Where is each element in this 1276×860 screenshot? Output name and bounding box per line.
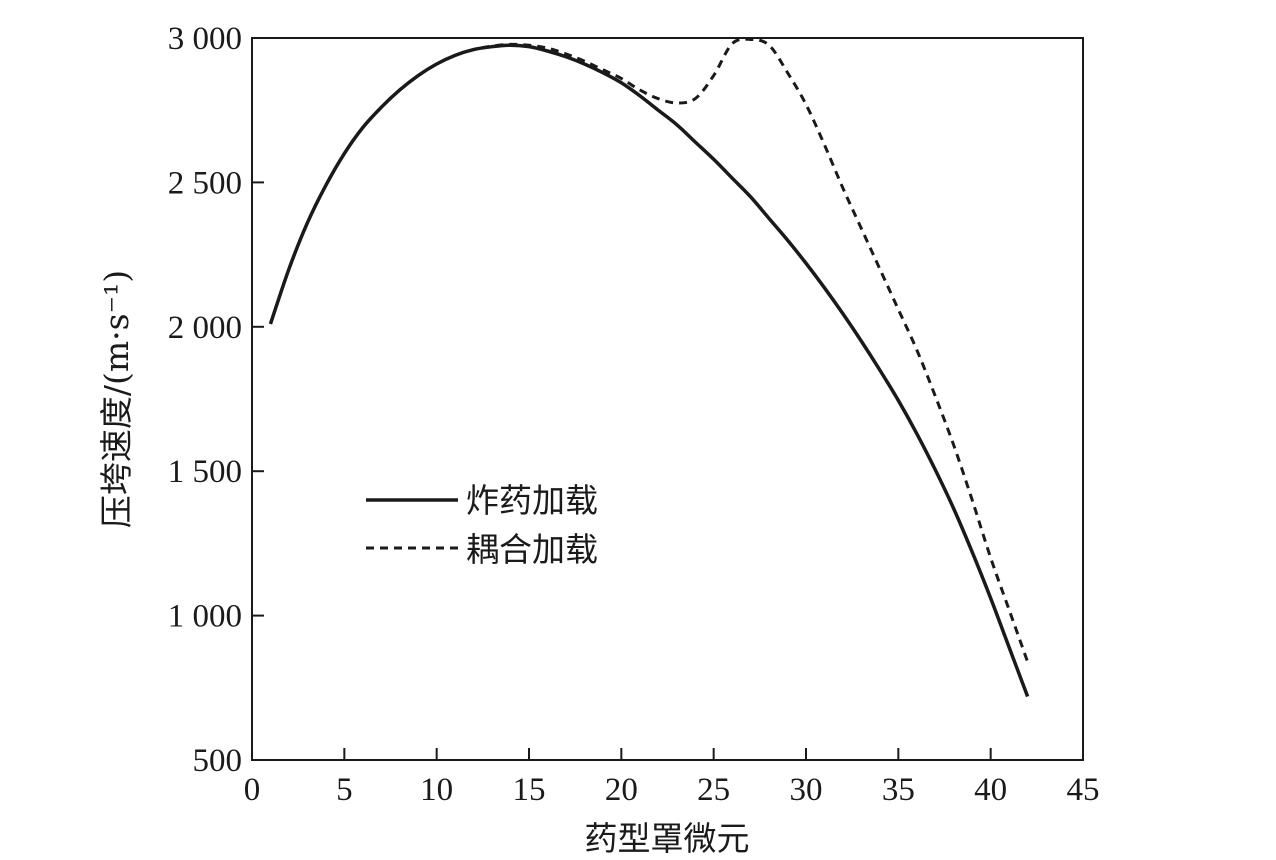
x-tick-label: 40 — [974, 772, 1007, 808]
x-tick-label: 10 — [420, 772, 453, 808]
x-tick-label: 20 — [605, 772, 638, 808]
x-tick-label: 35 — [882, 772, 915, 808]
x-tick-label: 0 — [244, 772, 261, 808]
x-tick-label: 25 — [697, 772, 730, 808]
series-lines — [268, 37, 1030, 698]
y-tick-label: 2 000 — [168, 310, 242, 346]
series-line-1 — [268, 43, 1030, 698]
y-tick-label: 2 500 — [168, 165, 242, 201]
legend-label-series-1: 炸药加载 — [466, 481, 598, 520]
legend: 炸药加载 耦合加载 — [366, 481, 598, 569]
axis-tick-labels: 0 5 10 15 20 25 30 35 40 45 500 1 000 1 500 2 000 2 50… — [168, 21, 1100, 808]
x-tick-label: 45 — [1067, 772, 1100, 808]
legend-label-series-2: 耦合加载 — [466, 530, 598, 569]
y-tick-label: 3 000 — [168, 21, 242, 57]
x-tick-label: 5 — [336, 772, 353, 808]
y-tick-label: 1 500 — [168, 454, 242, 490]
y-tick-label: 1 000 — [168, 599, 242, 635]
series-line-2 — [269, 37, 1030, 663]
x-tick-label: 30 — [790, 772, 823, 808]
plot-frame — [251, 37, 1084, 761]
y-tick-label: 500 — [193, 743, 243, 779]
y-axis-title: 压垮速度/(m·s⁻¹) — [97, 270, 136, 528]
x-tick-label: 15 — [513, 772, 546, 808]
x-axis-title: 药型罩微元 — [585, 819, 750, 858]
axis-ticks — [251, 37, 1084, 761]
